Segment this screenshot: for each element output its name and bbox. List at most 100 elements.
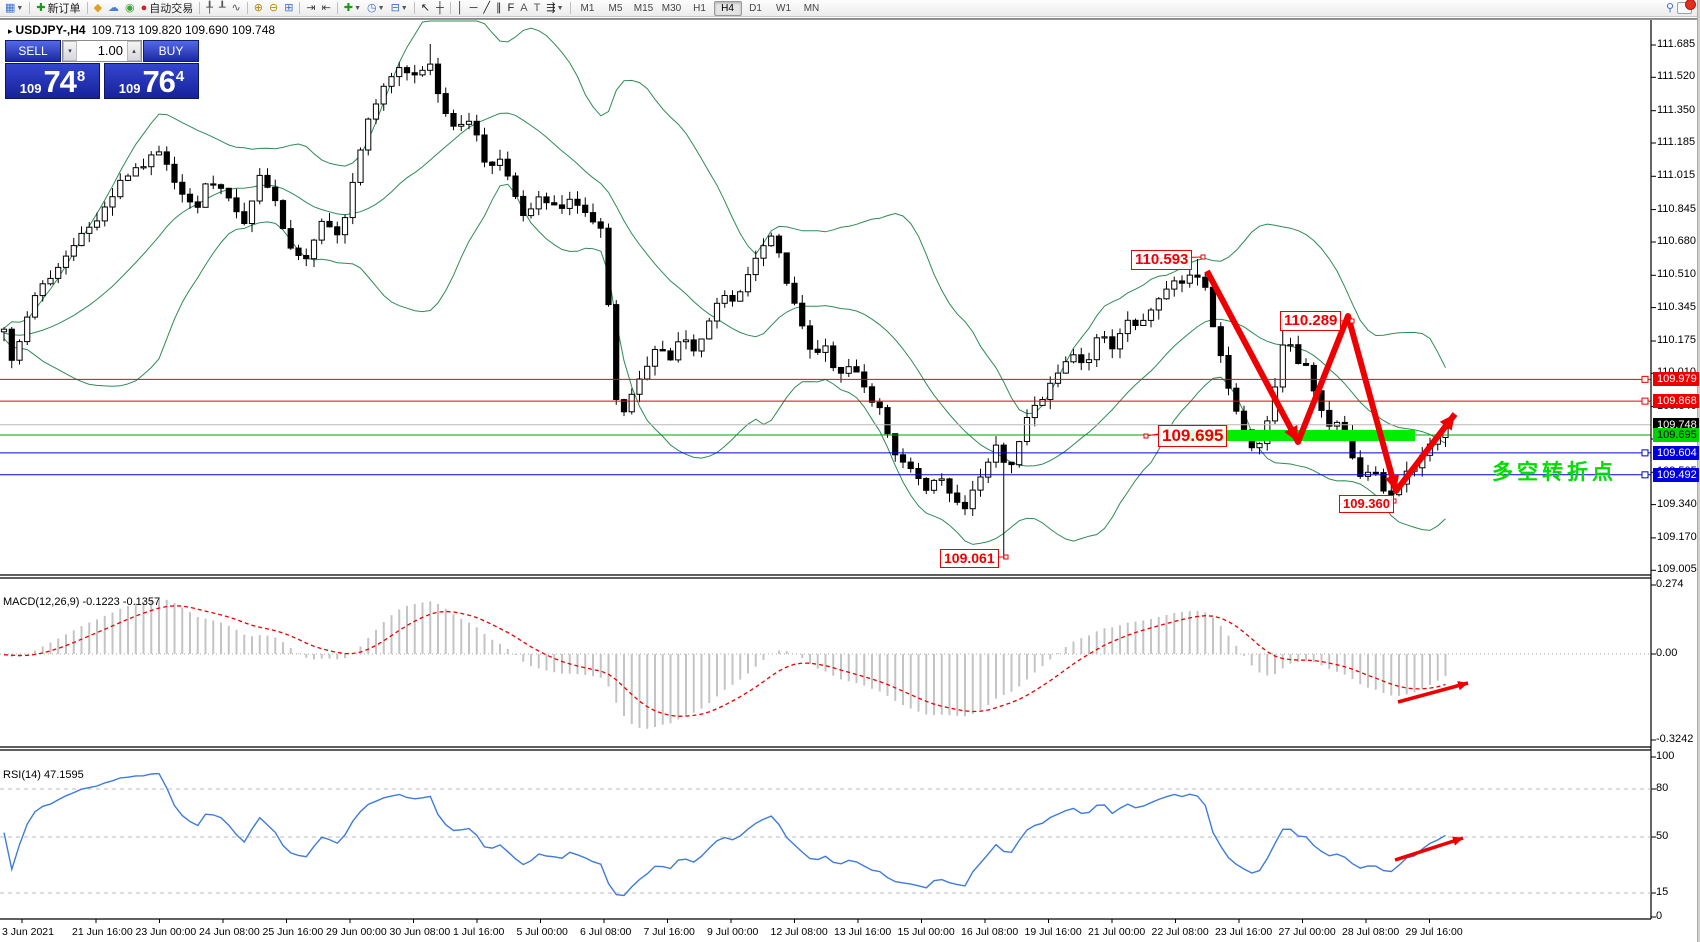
history-center-icon[interactable]: ◆ [91,1,105,16]
rsi-up-arrow[interactable] [1394,836,1464,862]
bid-price-button[interactable]: 109 74 8 [5,63,100,99]
macd-axis-tick: -0.3242 [1656,733,1694,745]
time-axis-label: 30 Jun 08:00 [389,926,451,938]
chat-notification-icon[interactable] [1677,0,1696,14]
macd-indicator-label: MACD(12,26,9) -0.1223 -0.1357 [3,596,161,608]
fibonacci-icon[interactable]: F [505,1,518,16]
symbol-ohlc: 109.713 109.820 109.690 109.748 [91,23,276,37]
timeframe-button-m30[interactable]: M30 [661,2,682,14]
price-annotation-109.360[interactable]: 109.360 [1339,495,1394,513]
timeframe-button-h1[interactable]: H1 [693,2,706,14]
new-order-button[interactable]: ✚ 新订单 [33,1,83,16]
macd-up-arrow[interactable] [1397,681,1469,704]
collapse-arrow-icon[interactable]: ▸ [8,26,13,36]
level-anchor-109.979[interactable] [1641,375,1649,383]
level-anchor-109.604[interactable] [1641,449,1649,457]
annotation-anchor [1143,433,1149,439]
signal-icon[interactable]: ◉ [122,1,138,16]
timeframe-button-m1[interactable]: M1 [580,2,595,14]
timeframe-button-w1[interactable]: W1 [776,2,791,14]
autotrade-button[interactable]: ● 自动交易 [138,1,197,16]
chart-window-icon[interactable]: ▦ ▼ [2,1,26,16]
toolbar-separator [413,2,415,14]
sell-button[interactable]: SELL [5,40,61,62]
signal-icon: ◉ [125,1,135,14]
price-axis-tick: 111.350 [1657,104,1696,116]
autoscroll-icon[interactable]: ⇥ [303,1,318,16]
time-axis-label: 22 Jul 08:00 [1151,926,1209,938]
volume-input[interactable]: 1.00 [97,43,123,58]
chart-window[interactable]: ▸ USDJPY-,H4 109.713 109.820 109.690 109.7… [0,18,1699,942]
ask-big-figure: 109 [118,81,141,96]
arrows-icon-dropdown[interactable]: ▼ [556,4,564,12]
candle-chart-icon: ┸ [218,1,226,14]
indicators-icon-dropdown[interactable]: ▼ [354,4,362,12]
candlestick-series [0,44,1449,560]
buy-button[interactable]: BUY [143,40,199,62]
history-center-icon: ◆ [93,1,103,14]
tile-windows-icon[interactable]: ⊞ [281,1,296,16]
time-axis-label: 9 Jul 00:00 [707,926,759,938]
channel-icon: ∥ [496,1,502,14]
price-axis-tick: 110.510 [1657,268,1696,280]
hline-icon[interactable]: ─ [467,1,481,16]
candle-chart-icon[interactable]: ┸ [216,1,229,16]
search-icon[interactable]: ⚲ [1665,1,1674,14]
time-axis-label: 1 Jul 16:00 [453,926,505,938]
timeframe-button-h4[interactable]: H4 [713,0,742,16]
volume-decrement-button[interactable]: ▾ [63,41,77,61]
timeframe-button-mn[interactable]: MN [803,2,820,14]
price-chart-canvas[interactable] [0,19,1697,942]
time-axis-label: 7 Jul 16:00 [643,926,695,938]
rsi-axis-tick: 80 [1656,782,1669,794]
annotation-anchor [1200,254,1206,260]
trendline-icon[interactable]: ╱ [480,1,493,16]
bollinger-upper-band [3,20,1446,415]
bollinger-lower-band [3,183,1446,545]
level-anchor-109.868[interactable] [1641,397,1649,405]
timeframe-button-m15[interactable]: M15 [633,2,654,14]
rsi-line [3,772,1446,897]
price-axis-tick: 109.005 [1657,563,1697,575]
line-chart-icon[interactable]: ∿ [229,1,244,16]
cursor-icon: ↖ [420,1,430,14]
bar-chart-icon[interactable]: ╀ [203,1,216,16]
label-icon[interactable]: T [531,1,544,16]
periods-icon-dropdown[interactable]: ▼ [377,4,385,12]
periods-icon[interactable]: ◷ ▼ [364,1,388,16]
price-annotation-110.593[interactable]: 110.593 [1131,250,1193,270]
arrows-icon[interactable]: ⇶ ▼ [543,1,566,16]
cloud-icon: ☁ [108,1,120,14]
zoom-in-icon[interactable]: ⊕ [251,1,266,16]
zoom-out-icon[interactable]: ⊖ [266,1,281,16]
cloud-icon[interactable]: ☁ [105,1,122,16]
vline-icon[interactable]: │ [454,1,467,16]
trend-zigzag-arrows[interactable] [1204,269,1458,494]
bull-bear-turning-point-note[interactable]: 多空转折点 [1492,461,1617,484]
chart-window-icon-dropdown[interactable]: ▼ [16,4,24,12]
crosshair-icon[interactable]: ┼ [433,1,447,16]
volume-box: ▾ 1.00 ▴ [62,40,142,62]
price-annotation-110.289[interactable]: 110.289 [1280,311,1342,331]
chart-shift-icon[interactable]: ⇤ [319,1,334,16]
templates-icon[interactable]: ⊟ ▼ [388,1,411,16]
time-axis-label: 3 Jun 2021 [2,926,54,938]
fibonacci-icon: F [507,1,515,14]
indicators-icon[interactable]: ✚ ▼ [341,1,364,16]
hline-icon: ─ [469,1,478,14]
ask-price-button[interactable]: 109 76 4 [104,63,199,99]
channel-icon[interactable]: ∥ [493,1,505,16]
volume-increment-button[interactable]: ▴ [127,41,141,61]
templates-icon-dropdown[interactable]: ▼ [400,4,408,12]
timeframe-button-d1[interactable]: D1 [749,2,762,14]
price-annotation-109.695[interactable]: 109.695 [1158,425,1228,447]
line-chart-icon: ∿ [231,1,241,14]
timeframe-button-m5[interactable]: M5 [608,2,623,14]
cursor-icon[interactable]: ↖ [418,1,433,16]
price-annotation-109.061[interactable]: 109.061 [940,549,999,568]
toolbar-separator [449,2,451,14]
time-axis-label: 29 Jun 00:00 [326,926,387,938]
text-icon[interactable]: A [517,1,530,16]
templates-icon: ⊟ [390,1,400,14]
level-anchor-109.492[interactable] [1641,471,1649,479]
